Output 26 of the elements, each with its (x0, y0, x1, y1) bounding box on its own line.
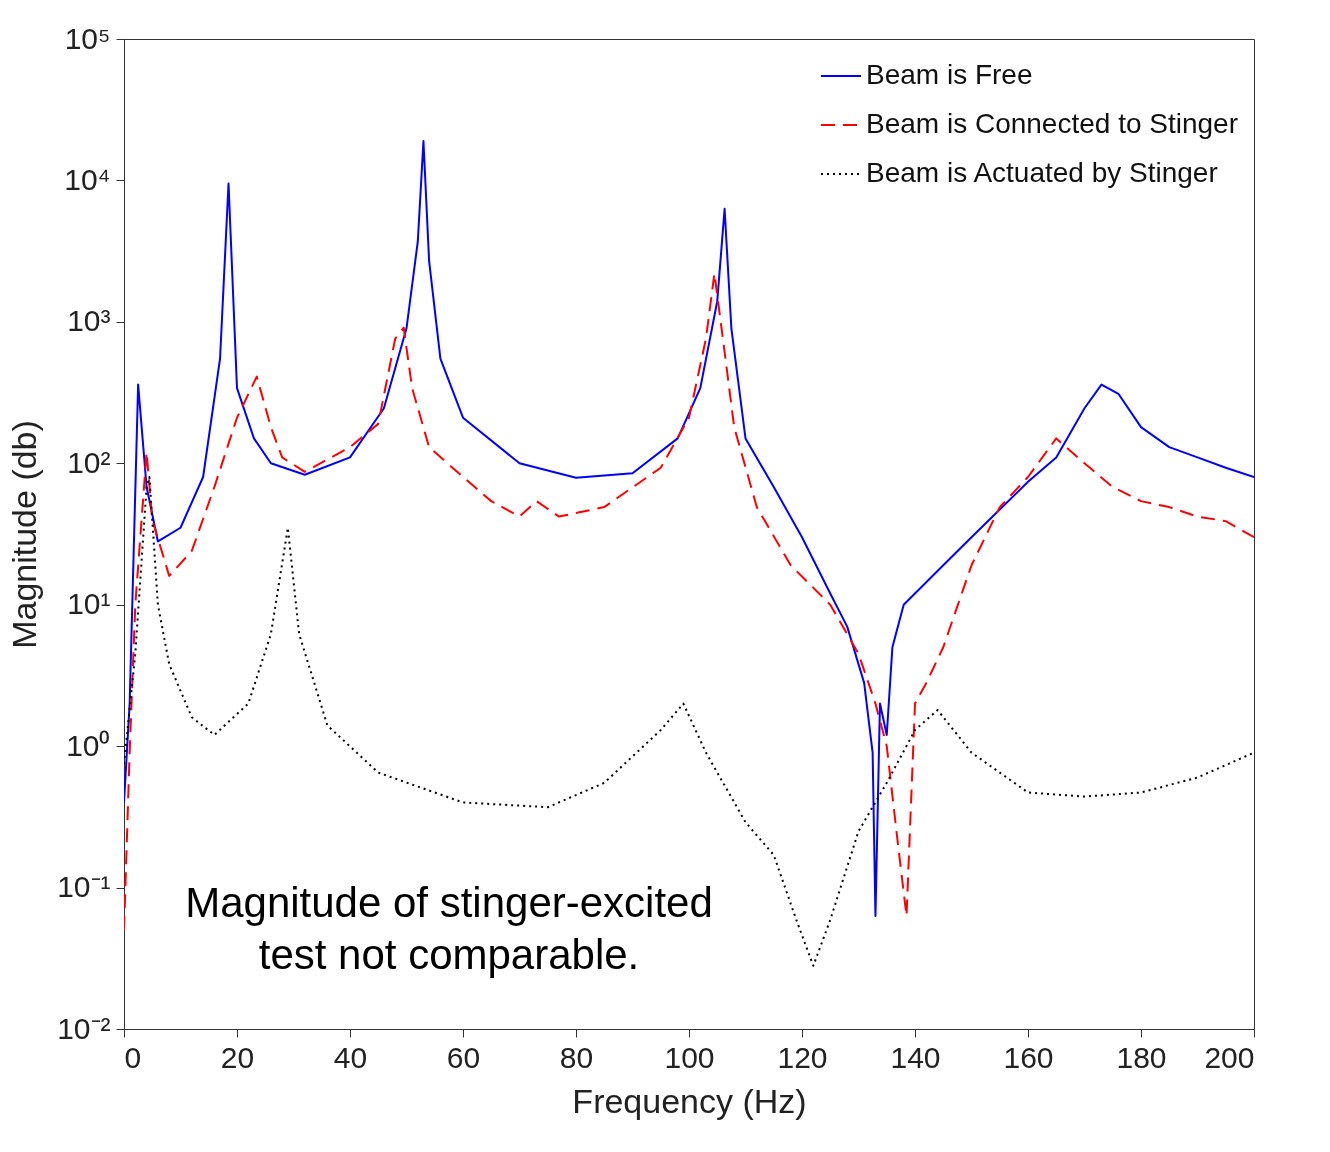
y-tick-label: 10⁻² (57, 1011, 111, 1045)
x-tick-label: 140 (890, 1040, 941, 1074)
x-axis-title: Frequency (Hz) (572, 1081, 807, 1120)
x-tick-label: 20 (220, 1040, 255, 1074)
x-tick-label: 60 (446, 1040, 481, 1074)
y-tick-label: 10³ (67, 304, 111, 338)
legend-label: Beam is Connected to Stinger (866, 108, 1238, 139)
y-axis-title: Magnitude (db) (5, 420, 44, 649)
y-tick-label: 10¹ (67, 587, 111, 621)
line-series (124, 272, 1254, 932)
x-tick-label: 160 (1003, 1040, 1054, 1074)
x-tick-label: 180 (1116, 1040, 1167, 1074)
y-tick-label: 10² (67, 445, 111, 479)
x-tick-label: 80 (559, 1040, 594, 1074)
x-tick-label: 100 (664, 1040, 715, 1074)
x-tick-label: 120 (777, 1040, 828, 1074)
legend-label: Beam is Free (866, 59, 1033, 90)
x-tick-label: 200 (1204, 1040, 1255, 1074)
y-tick-label: 10⁰ (66, 728, 111, 762)
x-tick-label: 0 (124, 1040, 142, 1074)
y-tick-label: 10⁴ (64, 162, 111, 196)
x-tick-label: 40 (333, 1040, 368, 1074)
annotation: Magnitude of stinger-excited test not comparable. (185, 879, 713, 978)
legend-label: Beam is Actuated by Stinger (866, 157, 1218, 188)
y-tick-label: 10⁻¹ (57, 870, 111, 904)
y-tick-label: 10⁵ (64, 21, 111, 55)
